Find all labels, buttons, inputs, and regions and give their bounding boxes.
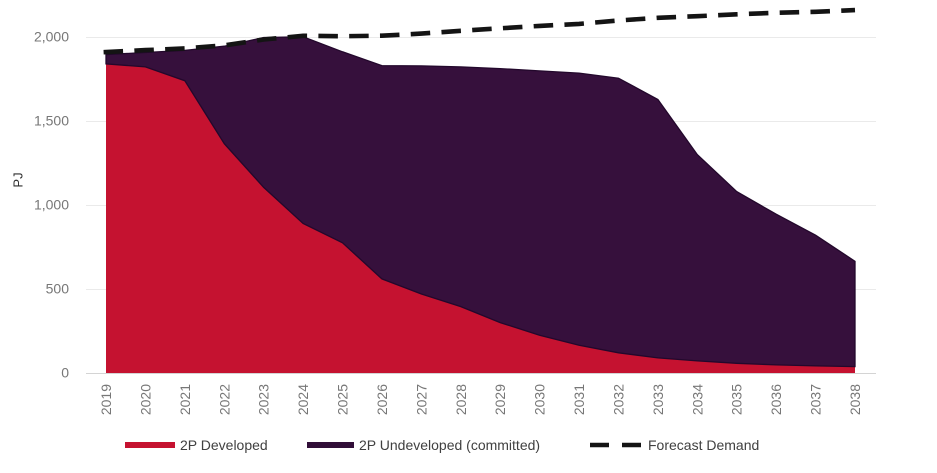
svg-text:2033: 2033 xyxy=(650,384,666,415)
svg-text:2032: 2032 xyxy=(611,384,627,415)
svg-text:2021: 2021 xyxy=(177,384,193,415)
svg-text:1,000: 1,000 xyxy=(34,197,69,213)
svg-text:2026: 2026 xyxy=(374,384,390,415)
svg-text:2027: 2027 xyxy=(413,384,429,415)
svg-text:2037: 2037 xyxy=(808,384,824,415)
svg-text:2035: 2035 xyxy=(729,384,745,415)
svg-text:2038: 2038 xyxy=(847,384,863,415)
svg-text:2025: 2025 xyxy=(335,384,351,415)
svg-text:2020: 2020 xyxy=(137,384,153,415)
svg-text:2029: 2029 xyxy=(492,384,508,415)
svg-text:2,000: 2,000 xyxy=(34,29,69,45)
svg-text:2022: 2022 xyxy=(216,384,232,415)
svg-text:2028: 2028 xyxy=(453,384,469,415)
svg-text:Forecast Demand: Forecast Demand xyxy=(648,437,759,453)
svg-text:2034: 2034 xyxy=(689,384,705,415)
svg-text:2036: 2036 xyxy=(768,384,784,415)
svg-text:500: 500 xyxy=(46,281,70,297)
svg-text:2024: 2024 xyxy=(295,384,311,415)
svg-text:2023: 2023 xyxy=(256,384,272,415)
svg-text:2P Developed: 2P Developed xyxy=(180,437,268,453)
svg-text:2031: 2031 xyxy=(571,384,587,415)
svg-text:1,500: 1,500 xyxy=(34,113,69,129)
svg-text:PJ: PJ xyxy=(11,172,26,187)
svg-text:2P Undeveloped (committed): 2P Undeveloped (committed) xyxy=(359,437,540,453)
svg-text:0: 0 xyxy=(61,365,69,381)
svg-text:2030: 2030 xyxy=(532,384,548,415)
svg-text:2019: 2019 xyxy=(98,384,114,415)
